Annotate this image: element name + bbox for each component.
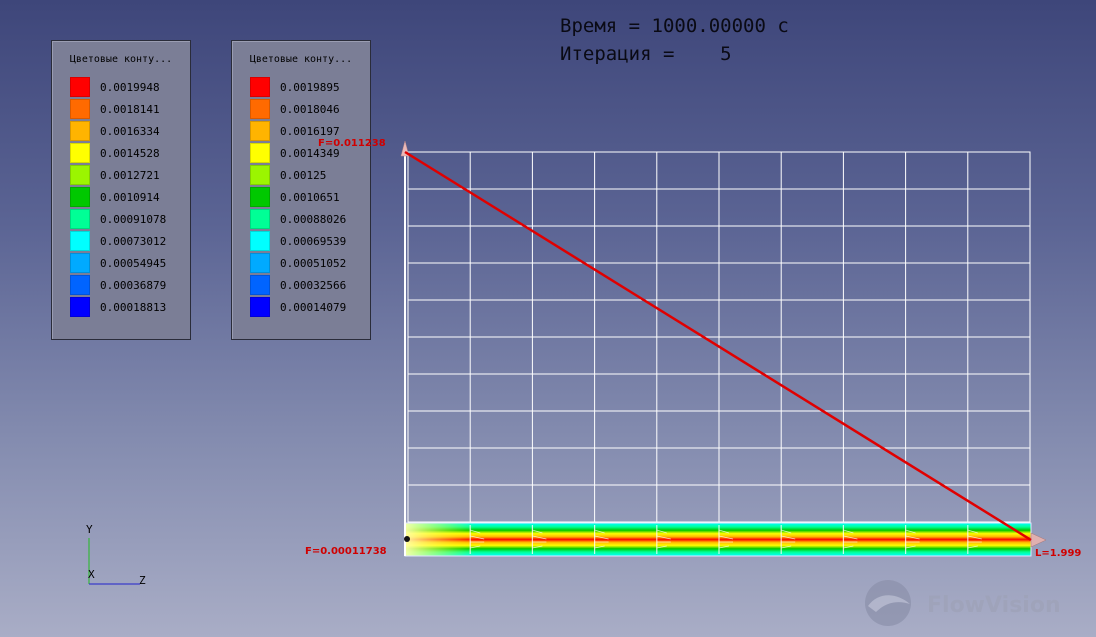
legend-swatch: [250, 297, 270, 317]
legend-value: 0.0012721: [100, 169, 160, 182]
axis-triad: Y X Z: [86, 523, 146, 587]
legend-value: 0.0016334: [100, 125, 160, 138]
axis-x-label: X: [88, 568, 95, 581]
legend-value: 0.00054945: [100, 257, 167, 270]
plot-grid: [407, 151, 1031, 523]
legend-value: 0.00051052: [280, 257, 347, 270]
legend-swatch: [70, 297, 90, 317]
legend-value: 0.0019895: [280, 81, 340, 94]
legend-value: 0.00036879: [100, 279, 167, 292]
legend-value: 0.0010651: [280, 191, 340, 204]
f-min-label: F=0.00011738: [305, 546, 387, 557]
legend-swatch: [70, 121, 90, 141]
flowvision-logo-icon: [865, 580, 911, 626]
legend-swatch: [70, 231, 90, 251]
legend-value: 0.0014349: [280, 147, 340, 160]
legend-swatch: [70, 187, 90, 207]
axis-y-label: Y: [86, 523, 93, 536]
brand-name: FlowVision: [927, 593, 1061, 618]
time-readout: Время = 1000.00000 с: [560, 15, 789, 37]
legend-swatch: [250, 275, 270, 295]
legend-value: 0.00018813: [100, 301, 167, 314]
legend-swatch: [250, 77, 270, 97]
axis-z-label: Z: [139, 574, 146, 587]
legend-swatch: [70, 209, 90, 229]
legend-value: 0.00014079: [280, 301, 347, 314]
pipe-start-marker: [404, 536, 410, 542]
legend-swatch: [70, 77, 90, 97]
legend-value: 0.00069539: [280, 235, 347, 248]
legend-value: 0.00073012: [100, 235, 167, 248]
legend-swatch: [250, 253, 270, 273]
legend-swatch: [70, 275, 90, 295]
legend-value: 0.00125: [280, 169, 327, 182]
legend-swatch: [250, 121, 270, 141]
color-legend-1[interactable]: Цветовые конту... 0.0019948 0.0018141 0.00…: [51, 40, 191, 340]
legend-swatch: [250, 143, 270, 163]
legend-swatch: [250, 165, 270, 185]
legend-title: Цветовые конту...: [69, 54, 173, 65]
brand-watermark: FlowVision: [865, 580, 1061, 626]
l-label: L=1.999: [1035, 548, 1081, 559]
legend-swatch: [70, 99, 90, 119]
legend-value: 0.00091078: [100, 213, 167, 226]
legend-value: 0.0018141: [100, 103, 160, 116]
legend-value: 0.0016197: [280, 125, 340, 138]
plot-line: [404, 150, 1032, 542]
color-legend-2[interactable]: Цветовые конту... 0.0019895 0.0018046 0.00…: [231, 40, 371, 340]
legend-value: 0.0019948: [100, 81, 160, 94]
legend-swatch: [250, 231, 270, 251]
legend-value: 0.00032566: [280, 279, 347, 292]
legend-value: 0.0014528: [100, 147, 160, 160]
iteration-readout: Итерация = 5: [560, 43, 732, 65]
legend-swatch: [250, 99, 270, 119]
legend-value: 0.0018046: [280, 103, 340, 116]
legend-swatch: [70, 253, 90, 273]
legend-swatch: [70, 143, 90, 163]
legend-value: 0.0010914: [100, 191, 160, 204]
legend-swatch: [250, 187, 270, 207]
legend-swatch: [70, 165, 90, 185]
legend-title: Цветовые конту...: [249, 54, 353, 65]
pipe-contour: [404, 522, 1032, 557]
legend-swatch: [250, 209, 270, 229]
legend-value: 0.00088026: [280, 213, 347, 226]
arrow-right-icon: [1030, 532, 1047, 548]
f-max-label: F=0.011238: [318, 138, 386, 149]
